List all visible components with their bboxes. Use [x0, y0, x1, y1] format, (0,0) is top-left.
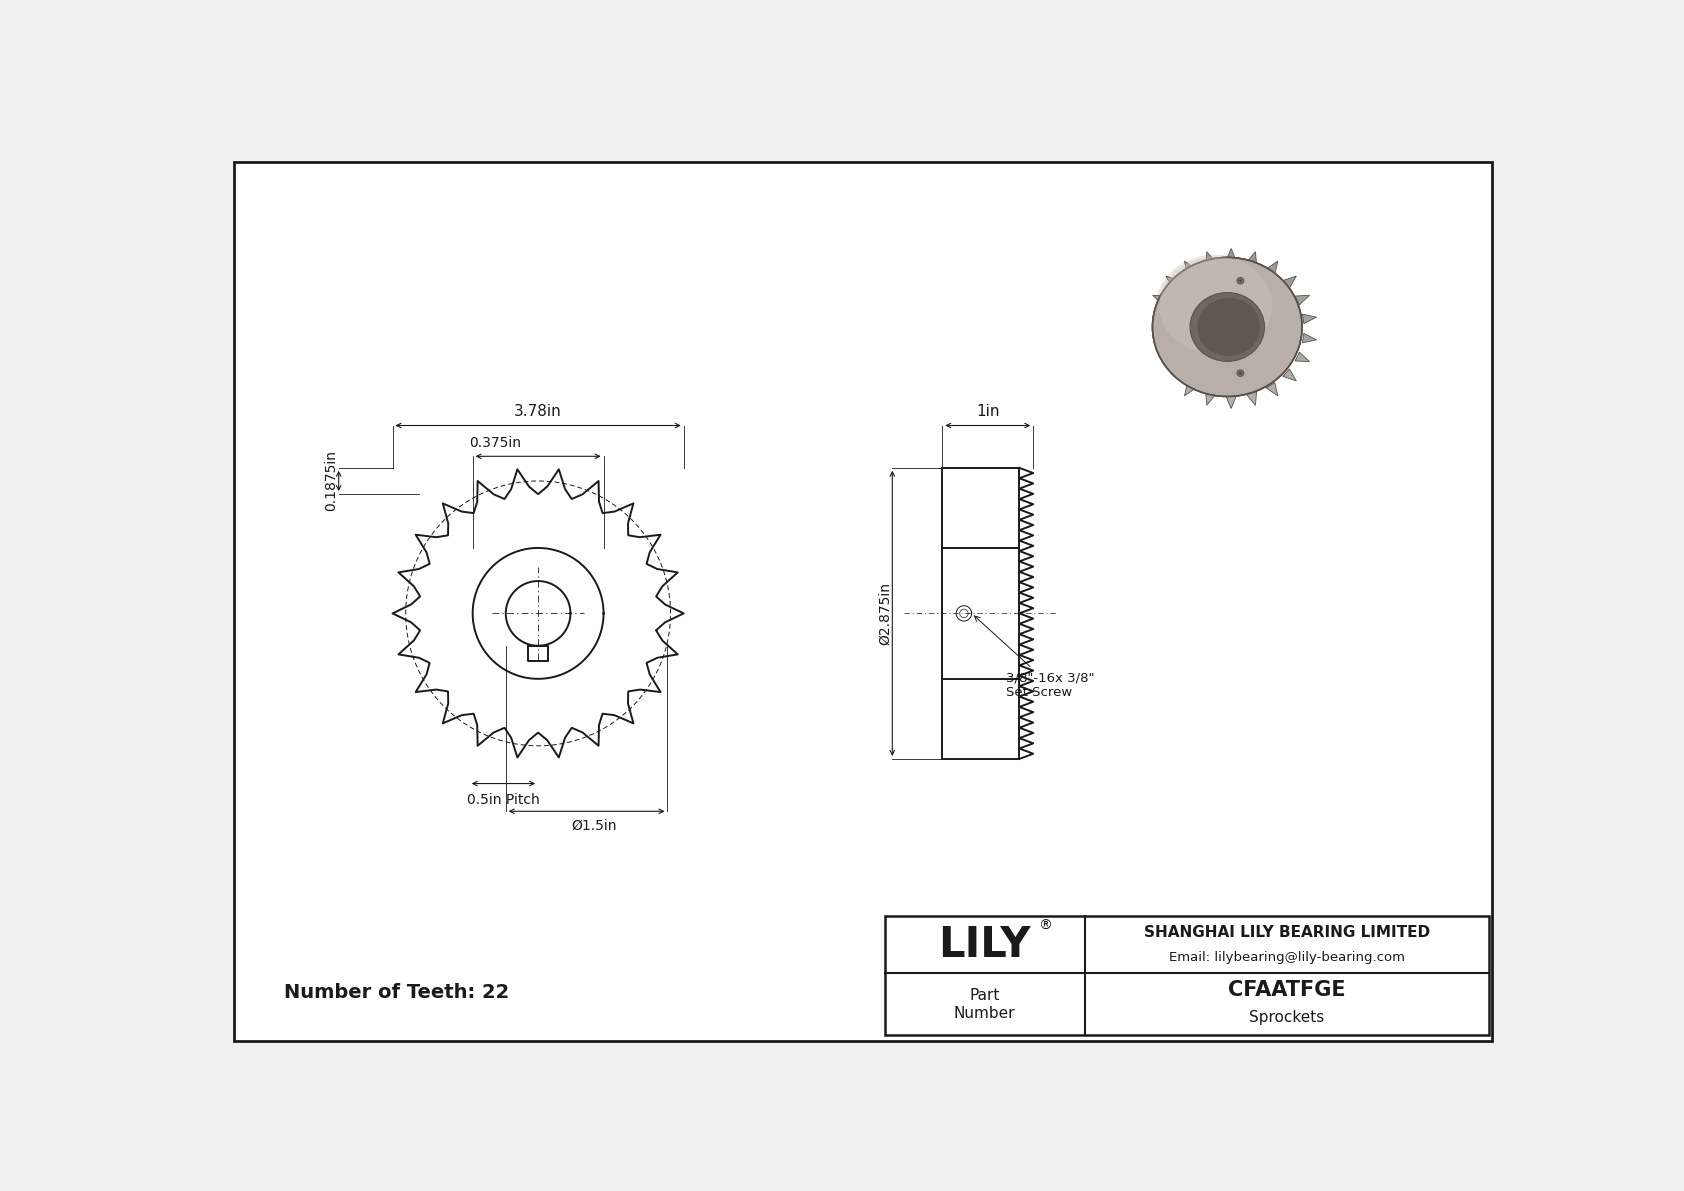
Ellipse shape [1155, 255, 1276, 363]
Text: 1in: 1in [977, 404, 1000, 418]
Polygon shape [1206, 251, 1216, 266]
Polygon shape [1266, 261, 1278, 274]
Ellipse shape [1152, 257, 1302, 397]
Polygon shape [1226, 249, 1236, 261]
Polygon shape [1295, 353, 1310, 362]
Text: 3.78in: 3.78in [514, 404, 562, 418]
Text: 0.5in Pitch: 0.5in Pitch [466, 793, 541, 806]
Ellipse shape [1152, 257, 1302, 397]
Text: 0.1875in: 0.1875in [323, 450, 338, 511]
Polygon shape [1302, 314, 1317, 324]
Ellipse shape [1239, 372, 1243, 375]
Ellipse shape [1236, 370, 1244, 376]
Text: 0.375in: 0.375in [468, 436, 520, 450]
Polygon shape [1283, 369, 1297, 381]
Text: Sprockets: Sprockets [1250, 1010, 1325, 1025]
Text: Part
Number: Part Number [953, 989, 1015, 1021]
Ellipse shape [1236, 278, 1244, 283]
Polygon shape [1266, 382, 1278, 395]
Polygon shape [1165, 276, 1179, 288]
Text: Number of Teeth: 22: Number of Teeth: 22 [285, 983, 509, 1002]
Ellipse shape [1239, 279, 1243, 282]
Ellipse shape [1191, 293, 1265, 361]
Text: LILY: LILY [938, 924, 1031, 966]
Ellipse shape [1191, 293, 1265, 361]
Ellipse shape [1159, 257, 1273, 354]
Polygon shape [1302, 333, 1317, 343]
Text: Email: lilybearing@lily-bearing.com: Email: lilybearing@lily-bearing.com [1169, 952, 1404, 965]
Polygon shape [1295, 295, 1310, 305]
Text: Ø1.5in: Ø1.5in [571, 819, 616, 833]
Polygon shape [1246, 392, 1256, 405]
Polygon shape [1184, 382, 1196, 395]
Text: ®: ® [1039, 918, 1052, 933]
Text: 3/8"-16x 3/8"
Set Screw: 3/8"-16x 3/8" Set Screw [975, 616, 1095, 699]
Polygon shape [1226, 395, 1236, 409]
Polygon shape [1246, 251, 1256, 266]
Ellipse shape [1236, 370, 1244, 376]
Polygon shape [1206, 392, 1216, 405]
Text: SHANGHAI LILY BEARING LIMITED: SHANGHAI LILY BEARING LIMITED [1143, 925, 1430, 940]
Polygon shape [1283, 276, 1297, 288]
Text: Ø2.875in: Ø2.875in [877, 582, 891, 644]
Ellipse shape [1236, 278, 1244, 283]
Ellipse shape [1239, 372, 1243, 375]
Ellipse shape [1197, 298, 1260, 356]
Polygon shape [1184, 261, 1196, 274]
Bar [884, 916, 1489, 1035]
Ellipse shape [1196, 297, 1261, 357]
Ellipse shape [1239, 279, 1243, 282]
Text: CFAATFGE: CFAATFGE [1228, 980, 1346, 1000]
Polygon shape [1152, 295, 1167, 305]
